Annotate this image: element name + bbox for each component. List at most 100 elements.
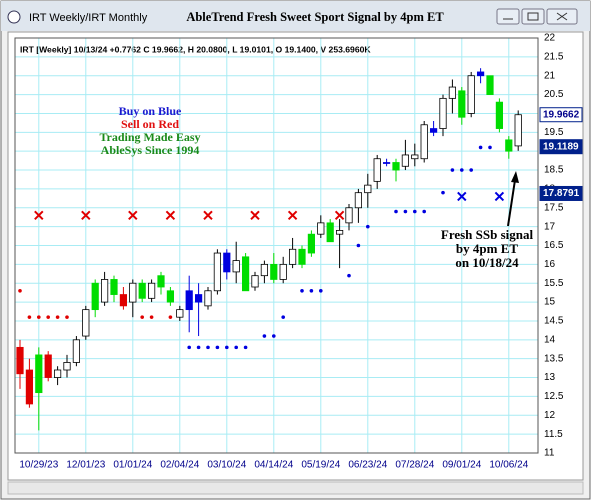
candle-body <box>25 369 34 405</box>
candle-body <box>72 339 80 363</box>
scrollbar[interactable] <box>7 481 584 495</box>
y-tick-label: 22 <box>544 33 556 44</box>
candle-body <box>35 354 43 394</box>
candle-body <box>91 282 99 311</box>
annotation: on 10/18/24 <box>455 255 519 270</box>
y-tick-label: 20.5 <box>544 89 564 100</box>
y-tick-label: 19.5 <box>544 127 564 138</box>
candle-body <box>439 97 447 129</box>
x-tick-label: 01/01/24 <box>113 460 152 471</box>
app-icon <box>7 10 21 24</box>
candle-body <box>232 260 240 273</box>
window-buttons <box>496 8 578 25</box>
stop-dot <box>234 345 238 350</box>
x-tick-label: 07/28/24 <box>395 460 434 471</box>
candle-body <box>345 207 353 224</box>
y-tick-label: 15 <box>544 297 556 308</box>
candle-body <box>129 282 137 303</box>
candle-body <box>241 256 250 292</box>
y-tick-label: 13.5 <box>544 353 564 364</box>
price-label: 19.9662 <box>543 109 580 120</box>
signal-x <box>34 210 44 221</box>
stop-dot <box>27 315 32 319</box>
candle-body <box>251 275 259 288</box>
candle-body <box>44 354 52 378</box>
x-tick-label: 09/01/24 <box>442 460 481 471</box>
candle-body <box>204 290 212 307</box>
stop-dot <box>347 273 351 278</box>
stop-dot <box>394 209 398 214</box>
candle-body <box>101 279 109 303</box>
annotation-arrowhead <box>511 171 519 183</box>
signal-x <box>165 210 176 221</box>
stop-dot <box>441 190 445 195</box>
tab-label[interactable]: IRT Weekly/IRT Monthly <box>29 12 148 24</box>
note: Sell on Red <box>121 117 179 131</box>
signal-x <box>494 191 505 202</box>
candle-body <box>213 252 221 292</box>
stop-dot <box>37 315 41 319</box>
signal-x <box>457 191 467 202</box>
stop-dot <box>356 243 361 248</box>
y-tick-label: 16 <box>544 259 556 270</box>
price-box <box>539 107 583 123</box>
signal-x <box>128 210 138 221</box>
stop-dot <box>422 209 427 214</box>
y-tick-label: 17 <box>544 221 556 232</box>
candle-body <box>373 158 381 182</box>
candle-body <box>138 282 146 299</box>
candle-body <box>16 346 24 375</box>
candle-body <box>467 75 475 114</box>
stop-dot <box>319 288 323 293</box>
x-tick-label: 03/10/24 <box>207 460 246 471</box>
candle-body <box>458 90 466 118</box>
candle-body <box>110 279 118 295</box>
chart-title: AbleTrend Fresh Sweet Sport Signal by 4p… <box>186 10 444 24</box>
stop-dot <box>243 345 248 350</box>
x-tick-label: 10/06/24 <box>489 460 528 471</box>
candle-body <box>176 309 184 318</box>
signal-x <box>203 210 213 221</box>
annotation-arrow <box>507 179 516 227</box>
note: Trading Made Easy <box>99 130 200 144</box>
candle-body <box>505 139 513 152</box>
candle-body <box>326 222 334 243</box>
candle-body <box>223 252 231 273</box>
stop-dot <box>450 168 455 172</box>
y-tick-label: 21 <box>544 70 556 81</box>
signal-x <box>81 210 91 221</box>
candle-body <box>392 162 400 171</box>
stop-dot <box>187 345 191 350</box>
candle-body <box>514 114 522 147</box>
candle-body <box>486 75 494 95</box>
candle-body <box>185 290 193 311</box>
minimize-button[interactable] <box>496 8 520 25</box>
y-tick-label: 14 <box>544 334 556 345</box>
y-tick-label: 12.5 <box>544 391 564 402</box>
icon <box>556 12 568 21</box>
stop-dot <box>300 288 304 293</box>
candle-body <box>82 309 90 337</box>
x-tick-label: 06/23/24 <box>348 460 387 471</box>
y-tick-label: 12 <box>544 410 556 421</box>
stop-dot <box>262 334 267 338</box>
candle-body <box>429 128 438 133</box>
note: Buy on Blue <box>119 104 182 118</box>
price-box <box>539 139 583 155</box>
candle-body <box>411 154 419 160</box>
price-box <box>539 185 583 201</box>
x-tick-label: 12/01/23 <box>66 460 105 471</box>
maximize-button[interactable] <box>521 8 545 25</box>
y-tick-label: 17.5 <box>544 202 564 213</box>
stop-dot <box>196 345 201 350</box>
stop-dot <box>168 315 173 319</box>
annotation: by 4pm ET <box>456 241 518 256</box>
title-bar <box>1 1 590 31</box>
stop-dot <box>488 145 492 150</box>
candle-body <box>495 101 504 129</box>
stop-dot <box>366 224 370 229</box>
candle-body <box>119 294 127 307</box>
candle-body <box>307 233 316 254</box>
candle-body <box>335 230 344 235</box>
